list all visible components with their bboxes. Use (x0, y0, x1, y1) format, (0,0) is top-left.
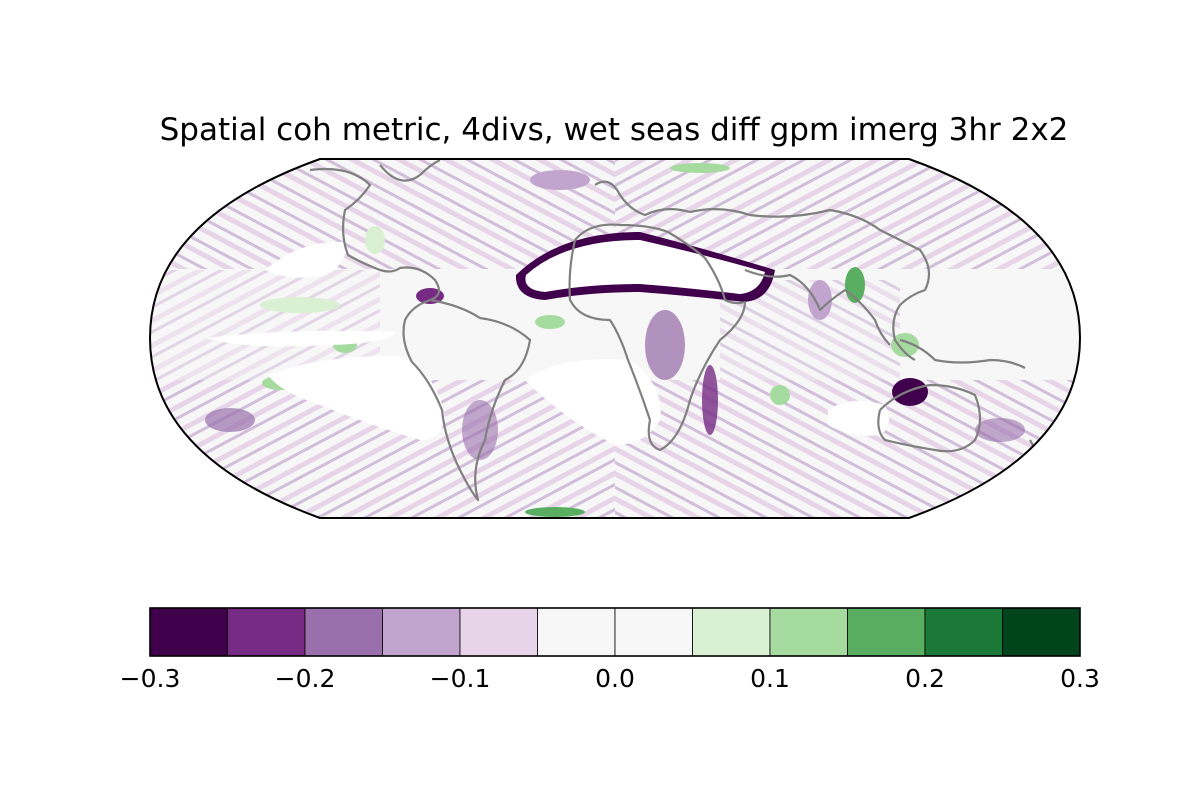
colorbar-swatch (847, 607, 926, 657)
colorbar-ticks: −0.3 −0.2 −0.1 0.0 0.1 0.2 0.3 (120, 664, 1100, 693)
purple-patch (205, 408, 255, 432)
colorbar-tick-label: −0.3 (120, 664, 181, 693)
colorbar-swatch (614, 607, 693, 657)
colorbar-tick-label: 0.1 (750, 664, 790, 693)
coastlines (309, 159, 1036, 502)
coastline-africa (568, 223, 747, 452)
green-patch (770, 385, 790, 405)
green-patch (365, 226, 385, 254)
coastline-australia (877, 383, 982, 453)
purple-patch (462, 400, 498, 460)
green-patch (260, 297, 340, 313)
colorbar-swatch (1002, 607, 1081, 657)
coastline-arabia-india (744, 268, 891, 346)
colorbar-tick-label: −0.2 (275, 664, 336, 693)
australia-masked-region (828, 401, 889, 436)
coastline-europe (594, 180, 691, 217)
colorbar-swatch (459, 607, 538, 657)
south-atlantic-masked-region (525, 359, 661, 445)
colorbar-swatch (382, 607, 461, 657)
colorbar-tick-label: 0.0 (595, 664, 635, 693)
sahara-masked-region (525, 240, 765, 294)
colorbar-swatch (227, 607, 306, 657)
north-pacific-masked-region (265, 241, 346, 278)
colorbar-tick-label: −0.1 (430, 664, 491, 693)
purple-patch (702, 365, 718, 435)
purple-patch (808, 280, 832, 320)
green-patch (525, 507, 585, 517)
globe-outline (148, 158, 1082, 519)
purple-patch (645, 310, 685, 380)
purple-patch (975, 418, 1025, 442)
green-patch (535, 315, 565, 329)
green-patch (670, 163, 730, 173)
coastline-maritime-asia (899, 338, 1026, 369)
coastline-north-america (309, 167, 441, 302)
green-patch (891, 333, 919, 357)
colorbar-swatches (149, 607, 1081, 657)
coastline-asia (689, 208, 931, 361)
map-field (150, 159, 1080, 518)
colorbar-swatch (924, 607, 1003, 657)
colorbar-frame (149, 607, 1081, 657)
colorbar-tick-label: 0.2 (905, 664, 945, 693)
purple-patch (416, 288, 444, 304)
colorbar-swatch (692, 607, 771, 657)
coastline-greenland (379, 159, 441, 182)
map-title: Spatial coh metric, 4divs, wet seas diff… (159, 112, 1069, 148)
coastline-south-america (402, 298, 532, 502)
purple-patch (892, 378, 928, 406)
equatorial-pacific-masked-region (206, 330, 395, 347)
colorbar-tick-label: 0.3 (1060, 664, 1100, 693)
colorbar-swatch (769, 607, 848, 657)
colorbar-swatch (149, 607, 228, 657)
colorbar-swatch (304, 607, 383, 657)
colorbar-swatch (537, 607, 616, 657)
south-pacific-masked-region (268, 355, 445, 440)
purple-patch (530, 170, 590, 190)
